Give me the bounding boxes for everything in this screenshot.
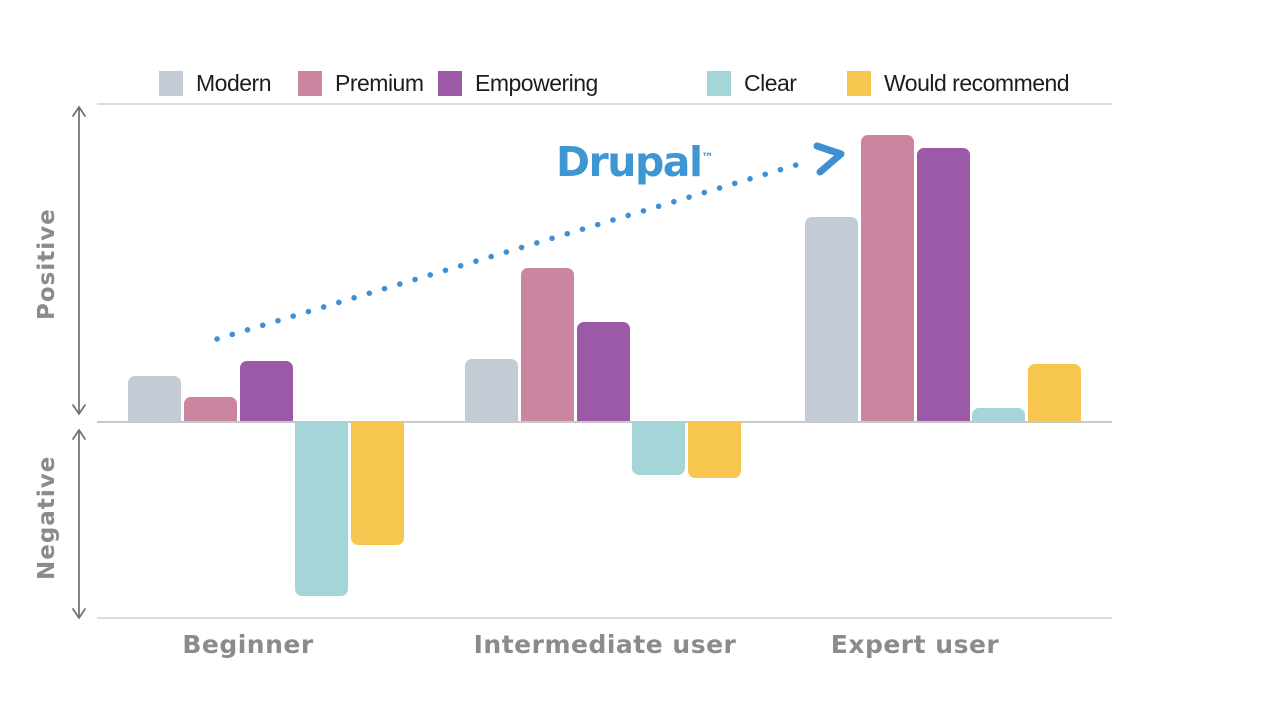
legend-item-empowering: Empowering [438, 70, 598, 97]
category-label-expert: Expert user [830, 630, 1000, 659]
legend-item-modern: Modern [159, 70, 271, 97]
trend-arrow-dotted-line [214, 159, 809, 342]
bar-empowering-expert-user [916, 147, 970, 421]
axis-zero-line [97, 421, 1112, 423]
drupal-logo-text: Drupal [556, 138, 703, 186]
legend-item-would-recommend: Would recommend [847, 70, 1070, 97]
gridline-bottom [97, 617, 1112, 619]
bar-premium-expert-user [860, 134, 914, 421]
bar-clear-beginner [295, 421, 349, 596]
bar-empowering-intermediate-user [576, 322, 630, 421]
positive-axis-arrow-icon [72, 105, 86, 416]
category-label-beginner: Beginner [182, 630, 314, 659]
legend-item-clear: Clear [707, 70, 797, 97]
legend-swatch-modern [159, 71, 183, 96]
bar-clear-expert-user [972, 408, 1026, 421]
legend-label: Would recommend [884, 70, 1070, 96]
drupal-logo: Drupal™ [556, 138, 714, 186]
legend-swatch-empowering [438, 71, 462, 96]
legend-swatch-clear [707, 71, 731, 96]
bar-modern-intermediate-user [465, 358, 518, 421]
bar-premium-intermediate-user [520, 268, 574, 421]
legend-label: Clear [744, 70, 797, 96]
legend-label: Empowering [475, 70, 598, 96]
trend-arrow-head [813, 142, 845, 176]
negative-axis-arrow-icon [72, 428, 86, 620]
bar-premium-beginner [183, 397, 237, 421]
bar-would-recommend-intermediate-user [688, 421, 742, 479]
bar-modern-beginner [128, 376, 181, 421]
bar-clear-intermediate-user [632, 421, 686, 476]
bar-would-recommend-expert-user [1028, 363, 1082, 421]
y-axis-arrows [72, 105, 86, 620]
trademark-symbol: ™ [701, 150, 714, 165]
legend-swatch-premium [298, 71, 322, 96]
bar-empowering-beginner [239, 360, 293, 421]
bar-would-recommend-beginner [351, 421, 405, 546]
bar-modern-expert-user [805, 217, 858, 421]
gridline-top [97, 103, 1112, 105]
legend-label: Premium [335, 70, 424, 96]
legend-swatch-would-recommend [847, 71, 871, 96]
legend-label: Modern [196, 70, 271, 96]
legend-item-premium: Premium [298, 70, 424, 97]
legend: Modern Premium Empowering Clear Would re… [0, 0, 1280, 104]
category-label-intermediate: Intermediate user [473, 630, 737, 659]
positive-axis-label: Positive [34, 208, 60, 320]
negative-axis-label: Negative [34, 455, 60, 580]
